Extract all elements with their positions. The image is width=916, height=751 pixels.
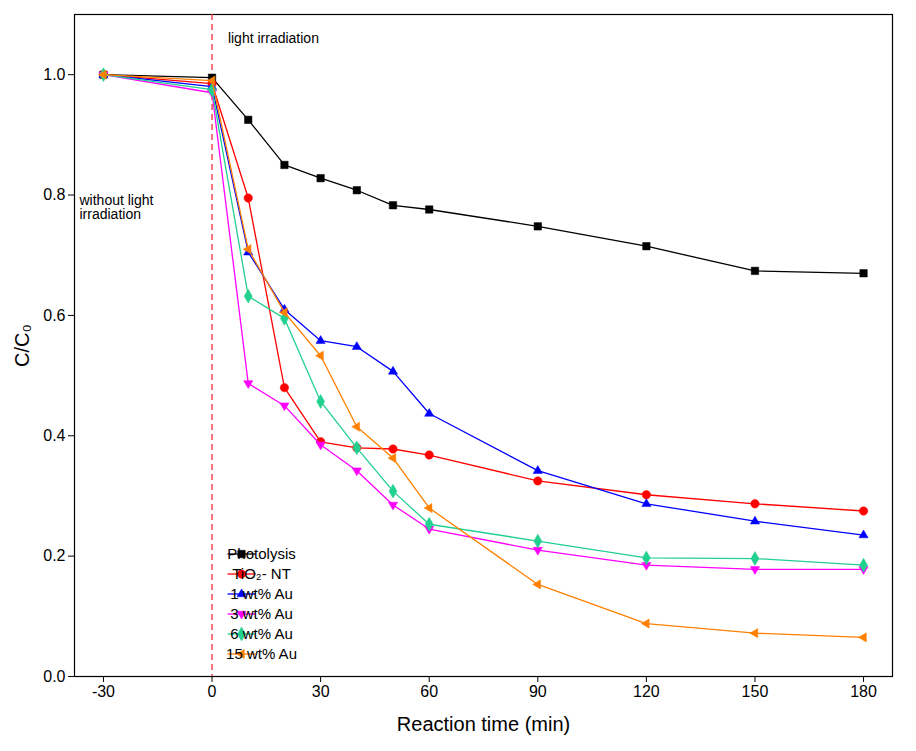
svg-text:C/C₀: C/C₀ <box>11 324 33 367</box>
svg-text:180: 180 <box>850 683 877 700</box>
svg-text:1 wt% Au: 1 wt% Au <box>230 585 293 602</box>
svg-text:120: 120 <box>633 683 660 700</box>
svg-text:3 wt% Au: 3 wt% Au <box>230 605 293 622</box>
svg-text:15 wt% Au: 15 wt% Au <box>226 645 297 662</box>
svg-text:0.2: 0.2 <box>43 547 65 564</box>
svg-text:TiO₂- NT: TiO₂- NT <box>232 565 291 582</box>
svg-text:90: 90 <box>529 683 547 700</box>
svg-text:60: 60 <box>420 683 438 700</box>
svg-text:without lightirradiation: without lightirradiation <box>79 192 154 222</box>
svg-text:30: 30 <box>312 683 330 700</box>
svg-text:0.6: 0.6 <box>43 307 65 324</box>
svg-text:150: 150 <box>742 683 769 700</box>
svg-text:0: 0 <box>208 683 217 700</box>
svg-text:light irradiation: light irradiation <box>228 30 319 46</box>
svg-text:Reaction time (min): Reaction time (min) <box>397 713 570 735</box>
svg-text:6 wt% Au: 6 wt% Au <box>230 625 293 642</box>
svg-text:Photolysis: Photolysis <box>227 545 295 562</box>
svg-text:1.0: 1.0 <box>43 66 65 83</box>
svg-text:0.8: 0.8 <box>43 186 65 203</box>
svg-text:0.0: 0.0 <box>43 668 65 685</box>
svg-text:-30: -30 <box>92 683 115 700</box>
svg-text:0.4: 0.4 <box>43 427 65 444</box>
